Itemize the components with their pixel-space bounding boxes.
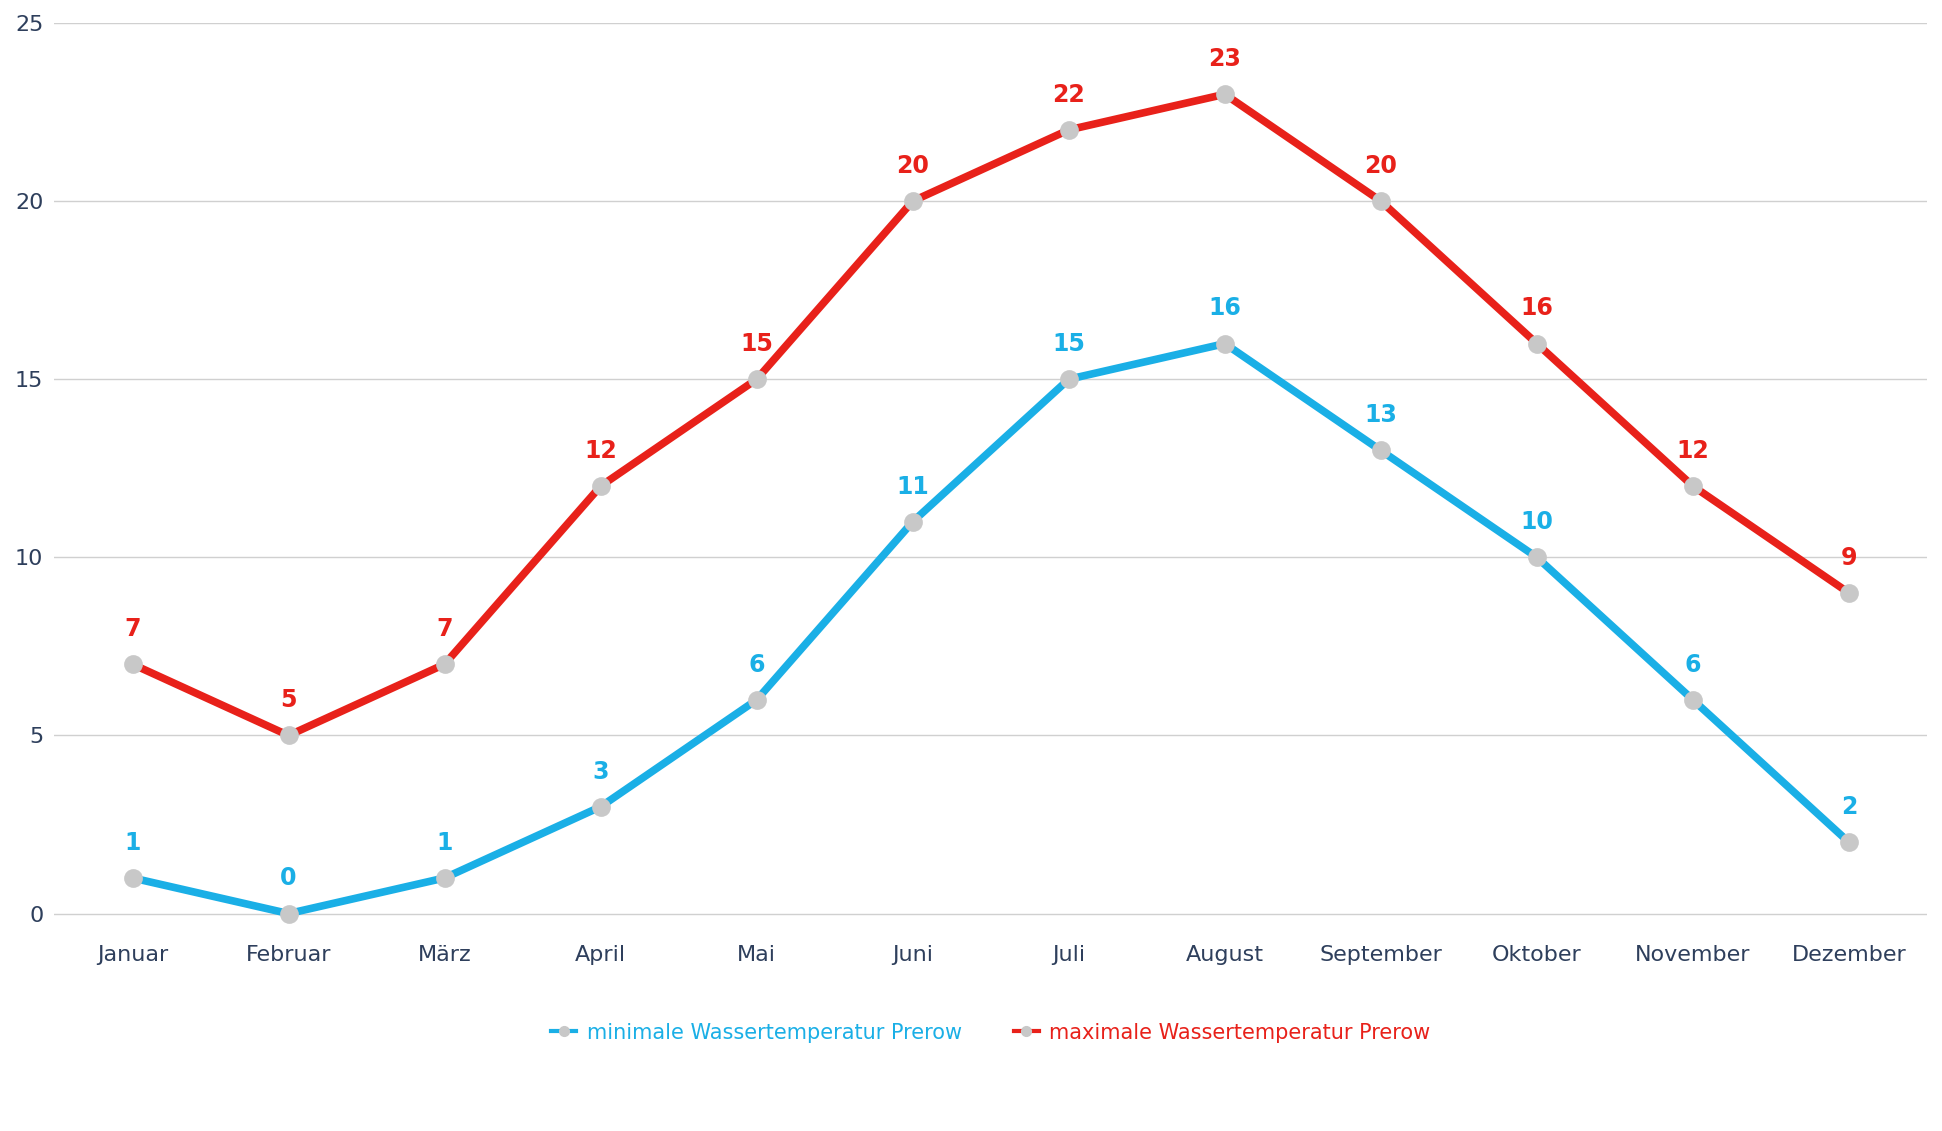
minimale Wassertemperatur Prerow xyxy=(1837,836,1860,849)
Text: 15: 15 xyxy=(1053,333,1086,356)
minimale Wassertemperatur Prerow xyxy=(901,515,924,528)
Text: 7: 7 xyxy=(437,618,452,641)
Text: 12: 12 xyxy=(1676,439,1709,463)
minimale Wassertemperatur Prerow xyxy=(433,871,456,884)
maximale Wassertemperatur Prerow xyxy=(1524,337,1548,351)
Text: 13: 13 xyxy=(1365,404,1398,428)
maximale Wassertemperatur Prerow xyxy=(588,480,612,493)
Text: 11: 11 xyxy=(897,475,928,499)
maximale Wassertemperatur Prerow xyxy=(1056,123,1080,137)
maximale Wassertemperatur Prerow xyxy=(901,195,924,208)
minimale Wassertemperatur Prerow xyxy=(1369,443,1392,457)
minimale Wassertemperatur Prerow xyxy=(588,800,612,813)
maximale Wassertemperatur Prerow xyxy=(1682,480,1705,493)
minimale Wassertemperatur Prerow xyxy=(1682,693,1705,707)
Text: 15: 15 xyxy=(740,333,773,356)
maximale Wassertemperatur Prerow xyxy=(278,728,301,742)
Text: 12: 12 xyxy=(585,439,618,463)
minimale Wassertemperatur Prerow xyxy=(746,693,769,707)
minimale Wassertemperatur Prerow xyxy=(1056,372,1080,386)
Text: 23: 23 xyxy=(1208,48,1241,71)
Text: 9: 9 xyxy=(1841,546,1857,570)
Line: minimale Wassertemperatur Prerow: minimale Wassertemperatur Prerow xyxy=(124,335,1857,922)
Text: 10: 10 xyxy=(1521,510,1554,534)
Text: 6: 6 xyxy=(748,653,765,676)
maximale Wassertemperatur Prerow xyxy=(746,372,769,386)
Text: 0: 0 xyxy=(280,866,297,890)
maximale Wassertemperatur Prerow xyxy=(1214,87,1237,101)
Text: 2: 2 xyxy=(1841,795,1857,819)
maximale Wassertemperatur Prerow xyxy=(1837,586,1860,599)
Text: 20: 20 xyxy=(1365,154,1398,178)
Text: 7: 7 xyxy=(124,618,140,641)
maximale Wassertemperatur Prerow xyxy=(120,657,144,671)
Text: 16: 16 xyxy=(1208,296,1241,320)
Text: 5: 5 xyxy=(280,689,297,713)
Text: 22: 22 xyxy=(1053,83,1086,106)
Text: 20: 20 xyxy=(897,154,928,178)
maximale Wassertemperatur Prerow xyxy=(1369,195,1392,208)
Legend: minimale Wassertemperatur Prerow, maximale Wassertemperatur Prerow: minimale Wassertemperatur Prerow, maxima… xyxy=(542,1015,1439,1051)
Text: 16: 16 xyxy=(1521,296,1554,320)
Text: 1: 1 xyxy=(124,831,140,855)
maximale Wassertemperatur Prerow xyxy=(433,657,456,671)
Line: maximale Wassertemperatur Prerow: maximale Wassertemperatur Prerow xyxy=(124,86,1857,744)
Text: 1: 1 xyxy=(437,831,452,855)
minimale Wassertemperatur Prerow xyxy=(1524,551,1548,564)
Text: 3: 3 xyxy=(592,760,610,784)
minimale Wassertemperatur Prerow xyxy=(1214,337,1237,351)
minimale Wassertemperatur Prerow xyxy=(278,907,301,921)
minimale Wassertemperatur Prerow xyxy=(120,871,144,884)
Text: 6: 6 xyxy=(1686,653,1701,676)
